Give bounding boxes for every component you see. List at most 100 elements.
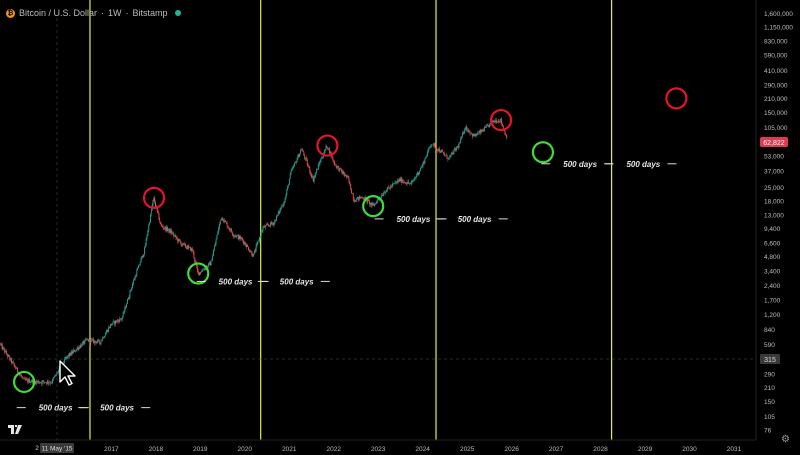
candle-body [185, 246, 187, 248]
candle-body [51, 383, 53, 384]
candle-body [38, 381, 40, 384]
candle-body [226, 222, 228, 227]
candle-body [171, 230, 173, 234]
candle-body [102, 337, 104, 340]
candle-body [341, 171, 343, 174]
candle-body [316, 169, 318, 173]
candle-body [328, 148, 330, 150]
candle-body [399, 178, 401, 182]
candle-body [42, 380, 44, 382]
candle-body [363, 198, 365, 200]
candle-body [103, 337, 105, 339]
candle-body [499, 121, 501, 123]
candle-body [397, 180, 399, 183]
candle-body [368, 199, 370, 201]
candle-body [154, 197, 156, 203]
candle-body [438, 148, 440, 152]
time-tick-label: 2019 [193, 446, 208, 453]
candle-body [50, 382, 52, 384]
price-candles [0, 117, 508, 387]
price-tick-label: 3,400 [764, 268, 781, 275]
candle-body [344, 174, 346, 176]
candle-body [5, 351, 6, 353]
annotation-500-days: 500 days [626, 160, 660, 169]
candle-body [342, 171, 344, 174]
candle-body [441, 150, 443, 152]
candle-body [283, 202, 285, 204]
candle-body [404, 182, 406, 183]
candle-body [144, 247, 145, 255]
candle-body [266, 224, 268, 225]
candle-body [147, 230, 149, 236]
candle-body [213, 250, 214, 256]
candle-body [377, 199, 379, 201]
candle-body [219, 223, 220, 229]
time-tick-label: 2028 [593, 446, 608, 453]
candle-body [478, 132, 480, 134]
candle-body [57, 370, 59, 373]
candle-body [278, 211, 280, 213]
candle-body [461, 132, 463, 137]
candle-body [294, 161, 296, 164]
cursor-date-prefix: 2 [35, 445, 39, 452]
candle-body [429, 146, 431, 148]
price-tick-label: 150,000 [764, 110, 788, 117]
candle-body [264, 226, 266, 228]
candle-body [351, 193, 353, 195]
candle-body [306, 160, 308, 166]
bitcoin-icon: ₿ [6, 8, 15, 18]
time-tick-label: 2020 [238, 446, 253, 453]
candle-body [400, 178, 402, 182]
candle-body [223, 220, 225, 222]
candle-body [420, 167, 422, 171]
candle-body [0, 343, 1, 345]
candle-body [297, 155, 299, 160]
candle-body [134, 275, 136, 280]
cycle-top-circle [316, 134, 339, 157]
candle-body [201, 269, 203, 272]
candle-body [481, 129, 483, 132]
gear-icon[interactable]: ⚙ [781, 434, 790, 445]
exchange-label[interactable]: Bitstamp [132, 8, 168, 18]
cursor-price-value: 315 [764, 357, 776, 364]
symbol-title[interactable]: Bitcoin / U.S. Dollar [19, 8, 98, 18]
tradingview-logo-icon[interactable] [8, 425, 22, 437]
candle-body [436, 147, 438, 150]
candle-body [158, 213, 160, 220]
candle-body [393, 183, 395, 184]
candle-body [415, 177, 416, 178]
candle-body [346, 176, 348, 178]
candle-body [386, 190, 387, 193]
candle-body [382, 194, 384, 196]
candle-body [403, 181, 405, 183]
candle-body [387, 187, 389, 188]
candle-body [164, 226, 166, 229]
interval-label[interactable]: 1W [108, 8, 122, 18]
candle-body [425, 157, 427, 159]
candle-body [296, 159, 298, 163]
candle-body [23, 378, 25, 379]
candle-body [167, 230, 169, 232]
candle-body [176, 237, 178, 239]
candle-body [477, 133, 479, 135]
candle-body [192, 250, 194, 252]
candle-body [34, 381, 36, 384]
candle-body [6, 354, 8, 357]
price-tick-label: 290,000 [764, 82, 788, 89]
price-tick-label: 590,000 [764, 53, 788, 60]
price-tick-label: 290 [764, 372, 775, 379]
candle-body [51, 379, 53, 384]
candle-body [461, 136, 462, 139]
candle-body [146, 235, 148, 239]
candle-body [187, 245, 189, 249]
candle-body [66, 356, 68, 358]
candle-body [466, 126, 468, 131]
candle-body [359, 196, 361, 199]
candle-body [426, 155, 428, 158]
candle-body [349, 182, 351, 184]
candle-body [351, 189, 353, 194]
candle-body [72, 351, 74, 354]
candle-body [452, 152, 454, 155]
candle-body [163, 228, 165, 229]
